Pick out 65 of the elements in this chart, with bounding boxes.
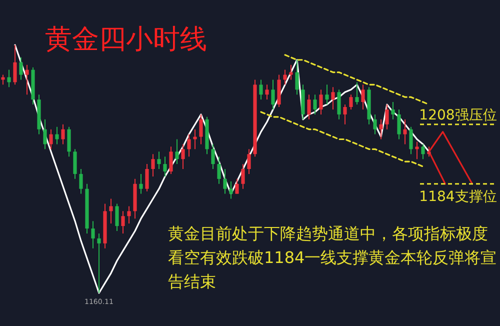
- candlestick: [319, 89, 323, 115]
- candlestick: [247, 148, 251, 174]
- candlestick: [427, 146, 431, 158]
- candlestick: [349, 94, 353, 110]
- candlestick: [337, 89, 341, 120]
- candlestick: [271, 79, 275, 110]
- candlestick: [421, 144, 425, 160]
- candlestick: [61, 124, 65, 145]
- candlestick: [73, 148, 77, 180]
- candlestick: [49, 128, 53, 150]
- candlestick: [109, 198, 113, 224]
- candlestick: [289, 64, 293, 80]
- candlestick: [151, 154, 155, 177]
- candlestick: [223, 168, 227, 194]
- candlestick: [397, 108, 401, 140]
- candlestick: [283, 69, 287, 86]
- candlestick: [169, 146, 173, 174]
- ref-line-label: 1208强压位: [419, 107, 497, 124]
- candlestick: [145, 164, 149, 192]
- candlestick: [325, 84, 329, 106]
- candlestick: [415, 141, 419, 160]
- candlestick: [13, 44, 17, 86]
- candlestick: [25, 64, 29, 96]
- candlestick: [307, 94, 311, 120]
- candlestick: [361, 84, 365, 110]
- candlestick: [199, 114, 203, 145]
- candlestick: [163, 156, 167, 177]
- candlestick: [235, 178, 239, 194]
- candlestick: [43, 118, 47, 150]
- candlestick: [187, 134, 191, 158]
- candlestick: [139, 173, 143, 194]
- candlestick: [313, 94, 317, 115]
- candlestick: [331, 86, 335, 110]
- chart-title: 黄金四小时线: [45, 24, 207, 55]
- candlestick: [19, 56, 23, 80]
- candlestick: [1, 74, 5, 86]
- candlestick: [217, 156, 221, 184]
- candlestick: [241, 164, 245, 190]
- candlestick: [7, 69, 11, 88]
- candlestick: [379, 118, 383, 140]
- ref-line-label: 1184支撑位: [419, 188, 497, 205]
- candlestick: [175, 138, 179, 165]
- candlestick: [97, 232, 101, 294]
- candlestick: [343, 104, 347, 125]
- candlestick: [157, 151, 161, 170]
- annotation: 黄金目前处于下降趋势通道中，各项指标极度看空有效跌破1184一线支撑黄金本轮反弹将宣告结束: [168, 223, 498, 293]
- candlestick: [181, 144, 185, 170]
- candlestick: [67, 126, 71, 158]
- candlestick: [373, 114, 377, 135]
- candlestick: [403, 118, 407, 145]
- candlestick: [265, 84, 269, 100]
- candlestick: [259, 79, 263, 100]
- candlestick: [295, 59, 299, 96]
- candlestick: [79, 168, 83, 194]
- candlestick: [355, 82, 359, 106]
- candlestick: [55, 126, 59, 145]
- candlestick: [385, 104, 389, 130]
- candlestick: [91, 220, 95, 249]
- candlestick: [115, 203, 119, 232]
- candlestick: [127, 206, 131, 224]
- candlestick: [211, 144, 215, 170]
- candlestick: [409, 126, 413, 155]
- candlestick: [121, 210, 125, 234]
- candlestick: [229, 180, 233, 200]
- candlestick: [391, 102, 395, 120]
